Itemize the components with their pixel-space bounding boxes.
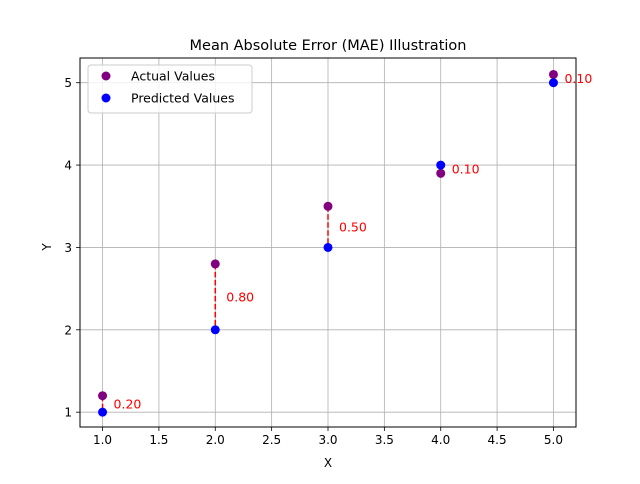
y-tick-label: 3 [64, 241, 72, 255]
y-tick-label: 5 [64, 76, 72, 90]
error-annotation: 0.80 [226, 289, 254, 304]
x-tick-label: 1.0 [93, 433, 112, 447]
x-axis-label: X [324, 456, 332, 470]
predicted-values-point [210, 325, 220, 335]
x-tick-label: 2.0 [206, 433, 225, 447]
x-tick-label: 3.5 [375, 433, 394, 447]
actual-values-point [98, 391, 108, 401]
x-tick-label: 4.0 [431, 433, 450, 447]
error-annotations: 0.20 0.80 0.50 0.10 0.10 [114, 71, 593, 411]
predicted-values-point [436, 160, 446, 170]
actual-values-point [210, 259, 220, 269]
x-tick-label: 5.0 [544, 433, 563, 447]
error-annotation: 0.10 [564, 71, 592, 86]
legend-marker [101, 71, 111, 81]
error-annotation: 0.10 [452, 162, 480, 177]
legend: Actual Values Predicted Values [87, 64, 253, 114]
chart-title: Mean Absolute Error (MAE) Illustration [190, 38, 467, 54]
actual-values-point [436, 168, 446, 178]
y-axis-ticks: 1 2 3 4 5 [64, 76, 80, 420]
error-annotation: 0.50 [339, 219, 367, 234]
data-points [98, 69, 558, 417]
x-tick-label: 4.5 [488, 433, 507, 447]
actual-values-point [548, 69, 558, 79]
x-tick-label: 2.5 [262, 433, 281, 447]
legend-label: Predicted Values [131, 91, 235, 106]
x-axis-ticks: 1.0 1.5 2.0 2.5 3.0 3.5 4.0 4.5 5.0 [93, 427, 563, 447]
y-tick-label: 4 [64, 159, 72, 173]
y-tick-label: 1 [64, 406, 72, 420]
legend-box [87, 64, 253, 114]
grid-lines [80, 58, 576, 427]
predicted-values-point [548, 78, 558, 88]
y-axis-label: Y [40, 243, 54, 252]
predicted-values-point [323, 242, 333, 252]
error-annotation: 0.20 [114, 396, 142, 411]
legend-label: Actual Values [131, 69, 215, 84]
actual-values-point [323, 201, 333, 211]
legend-marker [101, 93, 111, 103]
x-tick-label: 3.0 [318, 433, 337, 447]
x-tick-label: 1.5 [149, 433, 168, 447]
y-tick-label: 2 [64, 323, 72, 337]
predicted-values-point [98, 407, 108, 417]
